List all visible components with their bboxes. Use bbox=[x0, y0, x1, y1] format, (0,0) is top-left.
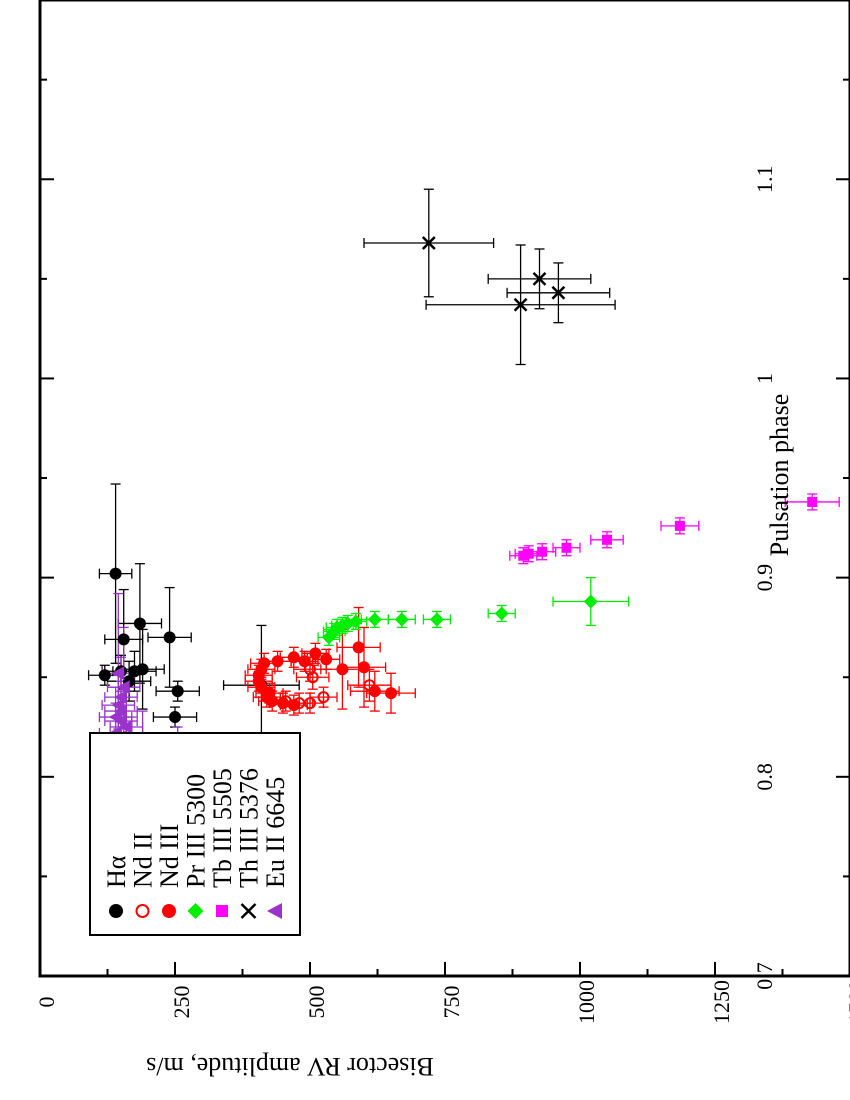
data-point-4 bbox=[348, 614, 363, 629]
data-point-3 bbox=[298, 655, 311, 668]
data-point-5 bbox=[518, 550, 529, 561]
data-point-4 bbox=[394, 612, 409, 627]
data-markers bbox=[98, 236, 818, 808]
data-point-7 bbox=[108, 710, 122, 725]
legend-marker-5 bbox=[216, 905, 228, 917]
y-tick-label: 1250 bbox=[709, 980, 734, 1024]
data-point-1 bbox=[169, 711, 181, 724]
data-point-5 bbox=[561, 542, 572, 553]
axis-ticks: 0 250 500 750 1000 1250 1500 0.7 0.8 0.9 1 1.1 bbox=[34, 78, 850, 1024]
legend-marker-1 bbox=[109, 904, 123, 918]
x-tick-label: 0.9 bbox=[752, 564, 777, 592]
data-point-7 bbox=[116, 680, 130, 695]
y-axis-title: Bisector RV amplitude, m/s bbox=[146, 1052, 434, 1081]
data-point-7 bbox=[114, 690, 127, 705]
data-point-4 bbox=[429, 612, 444, 627]
x-axis-title: Pulsation phase bbox=[765, 394, 794, 557]
data-point-1 bbox=[171, 685, 184, 698]
data-point-7 bbox=[111, 698, 125, 713]
y-tick-label: 0 bbox=[34, 997, 59, 1008]
data-point-5 bbox=[674, 520, 685, 531]
data-point-2 bbox=[306, 671, 319, 684]
data-point-4 bbox=[494, 606, 509, 621]
legend-marker-4 bbox=[187, 903, 204, 919]
data-point-3 bbox=[287, 651, 300, 664]
legend-label-3: Nd III bbox=[155, 824, 184, 888]
data-point-3 bbox=[368, 685, 381, 698]
legend-label-4: Pr III 5300 bbox=[182, 774, 211, 888]
x-tick-label: 1 bbox=[752, 373, 777, 384]
data-point-7 bbox=[111, 666, 125, 681]
data-point-5 bbox=[807, 496, 818, 507]
legend-label-5: Tb III 5505 bbox=[208, 768, 237, 888]
data-point-3 bbox=[385, 687, 397, 700]
data-point-1 bbox=[109, 567, 122, 580]
legend-label-7: Eu II 6645 bbox=[261, 777, 290, 888]
y-tick-label: 250 bbox=[169, 986, 194, 1019]
legend-box bbox=[89, 732, 301, 936]
data-point-1 bbox=[117, 633, 130, 646]
y-tick-label: 750 bbox=[439, 986, 464, 1019]
legend-marker-3 bbox=[162, 904, 176, 918]
y-tick-label: 1000 bbox=[574, 980, 599, 1024]
data-point-4 bbox=[367, 612, 382, 627]
y-tick-label: 1500 bbox=[844, 980, 850, 1024]
data-point-3 bbox=[287, 699, 300, 712]
data-point-3 bbox=[336, 663, 349, 676]
legend-marker-2 bbox=[135, 904, 150, 918]
data-point-1 bbox=[163, 631, 176, 644]
x-tick-label: 1.1 bbox=[752, 166, 777, 194]
data-point-1 bbox=[133, 617, 146, 630]
data-point-1 bbox=[136, 663, 149, 676]
data-point-6 bbox=[513, 297, 528, 312]
legend-label-6: Th III 5376 bbox=[235, 768, 264, 888]
data-point-2 bbox=[317, 691, 330, 704]
data-point-3 bbox=[258, 657, 271, 670]
data-point-6 bbox=[421, 236, 436, 250]
data-point-3 bbox=[320, 653, 333, 666]
data-point-3 bbox=[277, 697, 289, 710]
data-point-5 bbox=[523, 548, 534, 559]
data-point-6 bbox=[532, 271, 547, 286]
data-point-4 bbox=[583, 594, 598, 609]
data-point-5 bbox=[602, 534, 612, 545]
data-point-3 bbox=[352, 641, 365, 654]
legend-label-2: Nd II bbox=[129, 832, 158, 888]
x-tick-label: 0.7 bbox=[752, 962, 777, 990]
data-point-3 bbox=[358, 661, 370, 674]
data-point-5 bbox=[537, 546, 548, 557]
data-point-2 bbox=[304, 663, 316, 676]
x-tick-label: 0.8 bbox=[752, 763, 777, 791]
data-point-1 bbox=[98, 669, 111, 682]
legend-marker-6 bbox=[240, 903, 257, 919]
legend-label-1: Hα bbox=[102, 855, 131, 888]
data-point-6 bbox=[551, 285, 566, 300]
data-point-3 bbox=[271, 655, 284, 668]
y-tick-label: 500 bbox=[304, 986, 329, 1019]
data-point-3 bbox=[309, 647, 322, 660]
legend-marker-7 bbox=[267, 903, 282, 919]
data-point-2 bbox=[304, 697, 316, 710]
